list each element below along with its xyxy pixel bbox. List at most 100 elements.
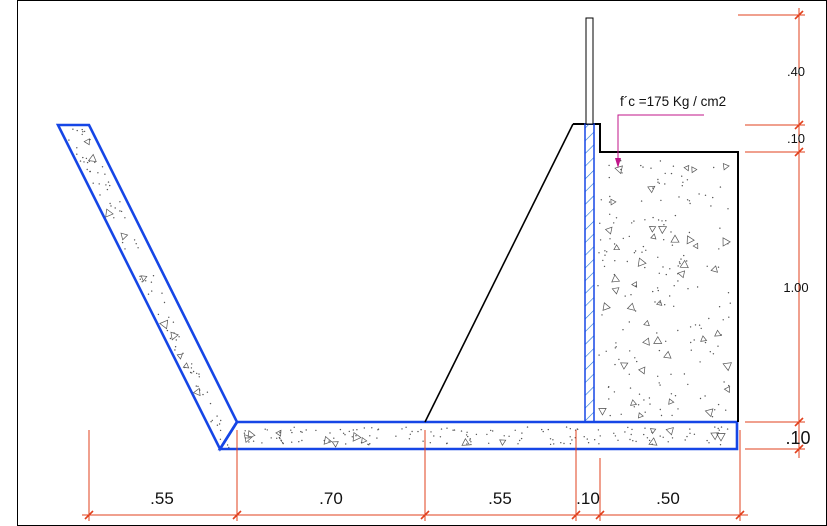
aggregate-dot: [333, 437, 335, 439]
aggregate-dot: [674, 395, 677, 397]
aggregate-dot: [587, 442, 590, 444]
aggregate-dot: [553, 443, 555, 445]
bottom-dimension-tick: [232, 510, 242, 520]
aggregate-dot: [137, 247, 139, 249]
aggregate-triangle: [648, 226, 657, 233]
aggregate-dot: [665, 340, 667, 342]
aggregate-triangle: [613, 244, 621, 251]
aggregate-dot: [617, 439, 619, 441]
aggregate-dot: [636, 360, 638, 363]
aggregate-dot: [467, 435, 469, 438]
aggregate-dot: [659, 384, 661, 386]
aggregate-dot: [661, 220, 663, 222]
aggregate-dot: [684, 439, 686, 441]
aggregate-dot: [652, 290, 654, 293]
aggregate-dot: [120, 210, 123, 213]
aggregate-dot: [599, 222, 601, 224]
aggregate-dot: [520, 437, 523, 440]
aggregate-dot: [82, 156, 84, 159]
aggregate-dot: [708, 317, 710, 320]
aggregate-dot: [708, 442, 710, 444]
aggregate-dot: [344, 434, 346, 436]
aggregate-dot: [648, 397, 651, 399]
aggregate-triangle: [722, 362, 732, 372]
aggregate-dot: [608, 164, 610, 167]
aggregate-dot: [85, 157, 88, 160]
aggregate-dot: [552, 439, 554, 441]
aggregate-dot: [630, 294, 632, 296]
aggregate-triangle: [716, 433, 726, 442]
aggregate-dot: [586, 438, 588, 440]
aggregate-triangle: [604, 226, 613, 235]
aggregate-dot: [521, 432, 523, 434]
aggregate-dot: [614, 260, 616, 262]
aggregate-dot: [603, 265, 606, 268]
aggregate-triangle: [637, 366, 646, 375]
aggregate-dot: [717, 266, 720, 268]
aggregate-dot: [279, 432, 281, 434]
aggregate-dot: [244, 430, 246, 432]
aggregate-dot: [670, 373, 672, 375]
aggregate-dot: [664, 304, 666, 306]
aggregate-dot: [727, 208, 729, 210]
callout-arrowhead: [615, 158, 621, 168]
aggregate-dot: [689, 326, 692, 328]
aggregate-dot: [226, 444, 229, 446]
aggregate-dot: [405, 426, 407, 428]
aggregate-dot: [686, 435, 688, 438]
aggregate-triangle: [642, 337, 650, 346]
aggregate-dot: [644, 219, 646, 221]
aggregate-dot: [673, 285, 675, 287]
aggregate-dot: [119, 210, 121, 212]
aggregate-dot: [290, 429, 292, 431]
aggregate-dot: [565, 426, 568, 428]
aggregate-dot: [114, 207, 116, 209]
aggregate-dot: [609, 195, 611, 198]
aggregate-triangle: [611, 274, 621, 283]
aggregate-dot: [650, 167, 652, 169]
aggregate-dot: [453, 429, 456, 431]
aggregate-dot: [99, 194, 101, 196]
aggregate-dot: [618, 358, 620, 361]
aggregate-dot: [667, 441, 669, 443]
aggregate-triangle: [461, 438, 471, 446]
aggregate-dot: [276, 437, 278, 439]
aggregate-dot: [720, 426, 723, 428]
aggregate-dot: [196, 372, 198, 375]
aggregate-dot: [94, 161, 96, 164]
aggregate-dot: [466, 431, 468, 433]
aggregate-dot: [677, 329, 679, 332]
bottom-dimension-tick: [595, 510, 605, 520]
aggregate-dot: [409, 433, 411, 435]
aggregate-dot: [686, 260, 688, 262]
aggregate-triangle: [247, 430, 256, 439]
aggregate-dot: [490, 429, 492, 432]
aggregate-dot: [198, 376, 200, 378]
aggregate-dot: [147, 293, 150, 295]
aggregate-dot: [503, 435, 505, 437]
aggregate-dot: [560, 442, 562, 444]
aggregate-dot: [446, 442, 448, 445]
aggregate-dot: [429, 442, 431, 444]
aggregate-dot: [576, 428, 578, 430]
aggregate-dot: [657, 256, 659, 258]
aggregate-dot: [649, 403, 651, 405]
aggregate-dot: [243, 432, 246, 434]
aggregate-dot: [615, 217, 618, 219]
aggregate-dot: [602, 259, 604, 262]
aggregate-dot: [681, 185, 683, 187]
aggregate-triangle: [83, 138, 90, 146]
aggregate-dot: [608, 176, 610, 179]
aggregate-dot: [640, 200, 643, 202]
aggregate-dot: [571, 439, 573, 441]
aggregate-dot: [682, 181, 684, 183]
aggregate-dot: [152, 275, 155, 277]
aggregate-dot: [76, 129, 78, 132]
aggregate-dot: [657, 289, 659, 292]
aggregate-dot: [301, 431, 303, 433]
aggregate-dot: [133, 239, 136, 241]
aggregate-dot: [719, 186, 722, 188]
aggregate-dot: [613, 243, 616, 245]
aggregate-dot: [371, 427, 373, 429]
